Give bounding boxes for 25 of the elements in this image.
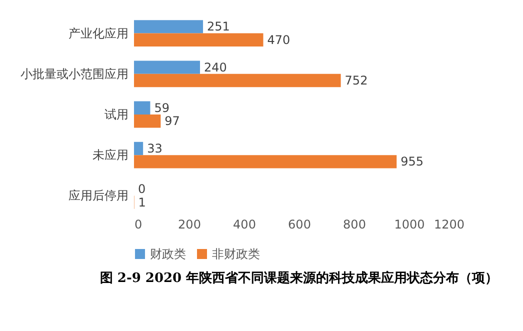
- y-tick-label: 产业化应用: [68, 26, 128, 40]
- x-tick-label: 1000: [394, 218, 425, 232]
- text: 图 2-9 2020 年陕西省不同课题来源的科技成果应用状态分布（项）: [100, 270, 498, 286]
- data-label: 240: [204, 60, 227, 74]
- legend-label: 财政类: [150, 247, 186, 261]
- x-tick-label: 600: [288, 218, 311, 232]
- legend-label: 非财政类: [212, 247, 260, 261]
- data-label: 470: [267, 32, 290, 47]
- data-label: 0: [138, 182, 146, 196]
- x-tick-label: 1200: [434, 218, 464, 232]
- y-tick-label: 未应用: [92, 148, 128, 162]
- x-tick-label: 400: [233, 218, 256, 232]
- data-label: 752: [344, 74, 368, 88]
- data-label: 251: [207, 20, 230, 34]
- y-tick-label: 试用: [104, 108, 128, 122]
- data-label: 97: [164, 114, 180, 128]
- x-tick-label: 800: [343, 218, 366, 232]
- x-tick-label: 200: [178, 218, 201, 232]
- data-label: 1: [138, 195, 146, 210]
- y-tick-label: 应用后停用: [68, 188, 128, 203]
- data-label: 33: [147, 142, 162, 156]
- x-tick-label: 0: [134, 218, 142, 232]
- data-label: 59: [154, 100, 170, 115]
- data-label: 955: [400, 154, 424, 169]
- y-tick-label: 小批量或小范围应用: [20, 66, 128, 81]
